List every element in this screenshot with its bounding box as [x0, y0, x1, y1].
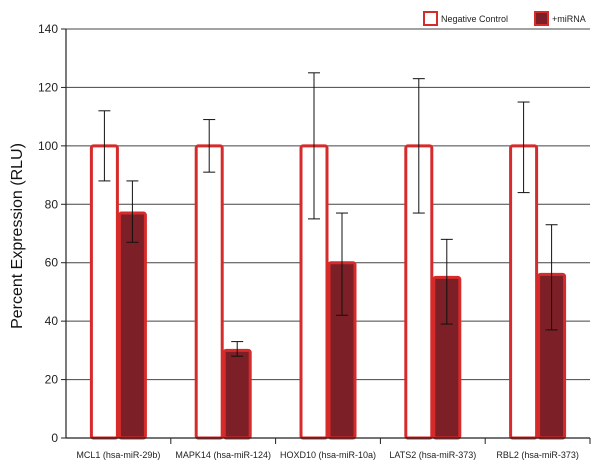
y-tick-label-80: 80: [45, 197, 59, 211]
legend: Negative Control +miRNA: [423, 11, 586, 26]
legend-swatch-negative-control: [423, 11, 438, 26]
y-tick-label-40: 40: [45, 314, 59, 328]
bar-mirna-0: [117, 211, 147, 440]
y-tick-label-120: 120: [38, 80, 58, 94]
y-tick-label-100: 100: [38, 139, 58, 153]
bar-negative-control-0: [89, 144, 119, 440]
bars: [89, 144, 567, 440]
error-bars: [98, 72, 558, 357]
x-category-label: LATS2 (hsa-miR-373): [389, 450, 476, 460]
axes: 0 20 40 60 80 100 120 140 MCL1 (hsa-miR-29b) MAPK…: [38, 22, 591, 460]
legend-label-mirna: +miRNA: [552, 14, 586, 24]
y-tick-label-0: 0: [51, 431, 58, 445]
y-axis-title: Percent Expression (RLU): [9, 143, 26, 329]
y-tick-label-60: 60: [45, 256, 59, 270]
y-tick-label-20: 20: [45, 373, 59, 387]
x-category-label: RBL2 (hsa-miR-373): [496, 450, 579, 460]
legend-label-negative-control: Negative Control: [441, 14, 508, 24]
x-category-label: HOXD10 (hsa-miR-10a): [280, 450, 376, 460]
legend-swatch-mirna: [534, 11, 549, 26]
bar-mirna-1: [222, 348, 252, 440]
x-category-label: MAPK14 (hsa-miR-124): [175, 450, 271, 460]
bar-negative-control-1: [194, 144, 224, 440]
x-category-label: MCL1 (hsa-miR-29b): [76, 450, 160, 460]
y-tick-label-140: 140: [38, 22, 58, 36]
